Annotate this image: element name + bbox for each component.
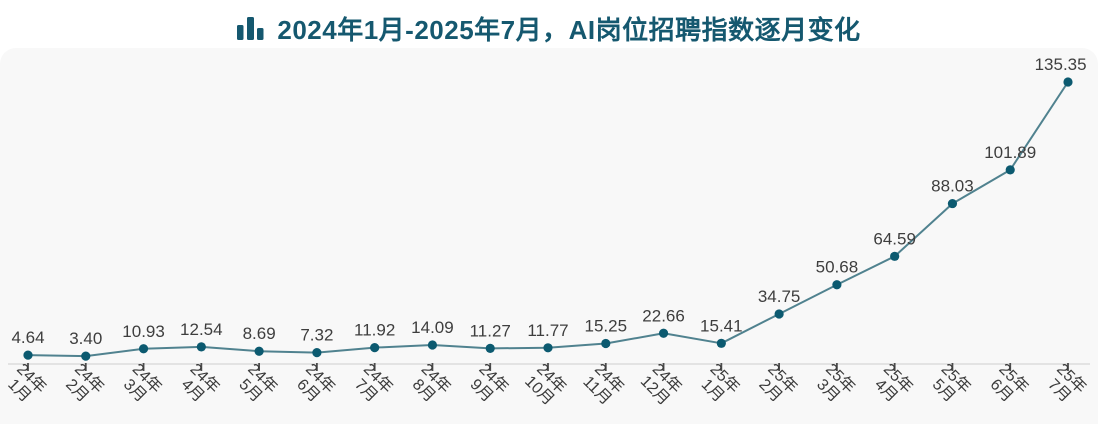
data-label: 11.92	[354, 321, 395, 340]
x-axis-label: 24年6月	[290, 360, 339, 409]
x-axis-label: 25年6月	[983, 360, 1032, 409]
bar-chart-icon	[237, 16, 264, 41]
x-axis-label: 25年3月	[810, 360, 859, 409]
data-label: 7.32	[300, 326, 333, 345]
data-point	[370, 343, 380, 353]
chart-title: 2024年1月-2025年7月，AI岗位招聘指数逐月变化	[277, 14, 861, 45]
data-point	[23, 350, 33, 360]
data-point	[658, 328, 669, 338]
x-axis-label: 24年5月	[232, 360, 281, 409]
x-axis-label: 24年3月	[117, 360, 166, 409]
data-label: 135.35	[1035, 55, 1087, 74]
data-point	[890, 251, 900, 261]
x-axis-label: 25年2月	[752, 360, 801, 409]
data-point	[81, 351, 91, 361]
data-label: 14.09	[411, 318, 454, 337]
data-point	[1063, 77, 1073, 87]
x-axis-label: 24年10月	[521, 360, 570, 409]
x-axis-label: 24年8月	[406, 360, 455, 409]
x-axis-label: 25年4月	[868, 360, 917, 409]
x-axis-label: 25年7月	[1041, 360, 1090, 409]
data-point	[254, 346, 264, 356]
data-label: 34.75	[758, 287, 801, 306]
x-axis-label: 25年5月	[926, 360, 975, 409]
data-point	[485, 343, 495, 353]
data-label: 88.03	[931, 177, 974, 196]
chart-card: 4.64 3.40 10.93 12.54 8.69 7.32 11.92 14.09 11.2…	[0, 48, 1098, 424]
x-axis-label: 24年11月	[579, 360, 628, 409]
x-axis-label: 24年9月	[463, 360, 512, 409]
data-label: 11.77	[527, 321, 568, 340]
x-axis-label: 25年1月	[695, 360, 744, 409]
data-label: 101.89	[984, 143, 1036, 162]
chart-line	[27, 81, 1069, 358]
data-label: 12.54	[180, 320, 223, 339]
data-label: 10.93	[122, 322, 165, 341]
line-chart: 4.64 3.40 10.93 12.54 8.69 7.32 11.92 14.09 11.2…	[1, 55, 1090, 409]
data-point	[716, 338, 726, 348]
data-label: 64.59	[873, 229, 916, 248]
data-label: 50.68	[816, 258, 859, 277]
data-label: 8.69	[243, 324, 276, 343]
data-label: 4.64	[11, 328, 44, 347]
data-label: 15.25	[585, 317, 628, 336]
data-point	[138, 344, 149, 354]
x-axis-label: 24年12月	[637, 360, 686, 409]
data-point	[196, 342, 206, 352]
data-point	[832, 280, 842, 290]
data-point	[543, 343, 553, 353]
data-label: 3.40	[69, 329, 102, 348]
data-label: 15.41	[700, 316, 743, 335]
data-label: 22.66	[642, 306, 685, 325]
data-point	[947, 198, 958, 209]
x-axis-label: 24年1月	[1, 360, 50, 409]
data-label: 11.27	[470, 321, 511, 340]
data-point	[312, 348, 322, 358]
x-axis-label: 24年2月	[59, 360, 108, 409]
data-point	[601, 338, 611, 349]
data-point	[1005, 165, 1015, 175]
x-axis-label: 24年4月	[175, 360, 224, 409]
chart-header: 2024年1月-2025年7月，AI岗位招聘指数逐月变化	[0, 8, 1098, 48]
data-point	[774, 309, 784, 319]
x-axis-label: 24年7月	[348, 360, 397, 409]
data-point	[427, 340, 438, 350]
